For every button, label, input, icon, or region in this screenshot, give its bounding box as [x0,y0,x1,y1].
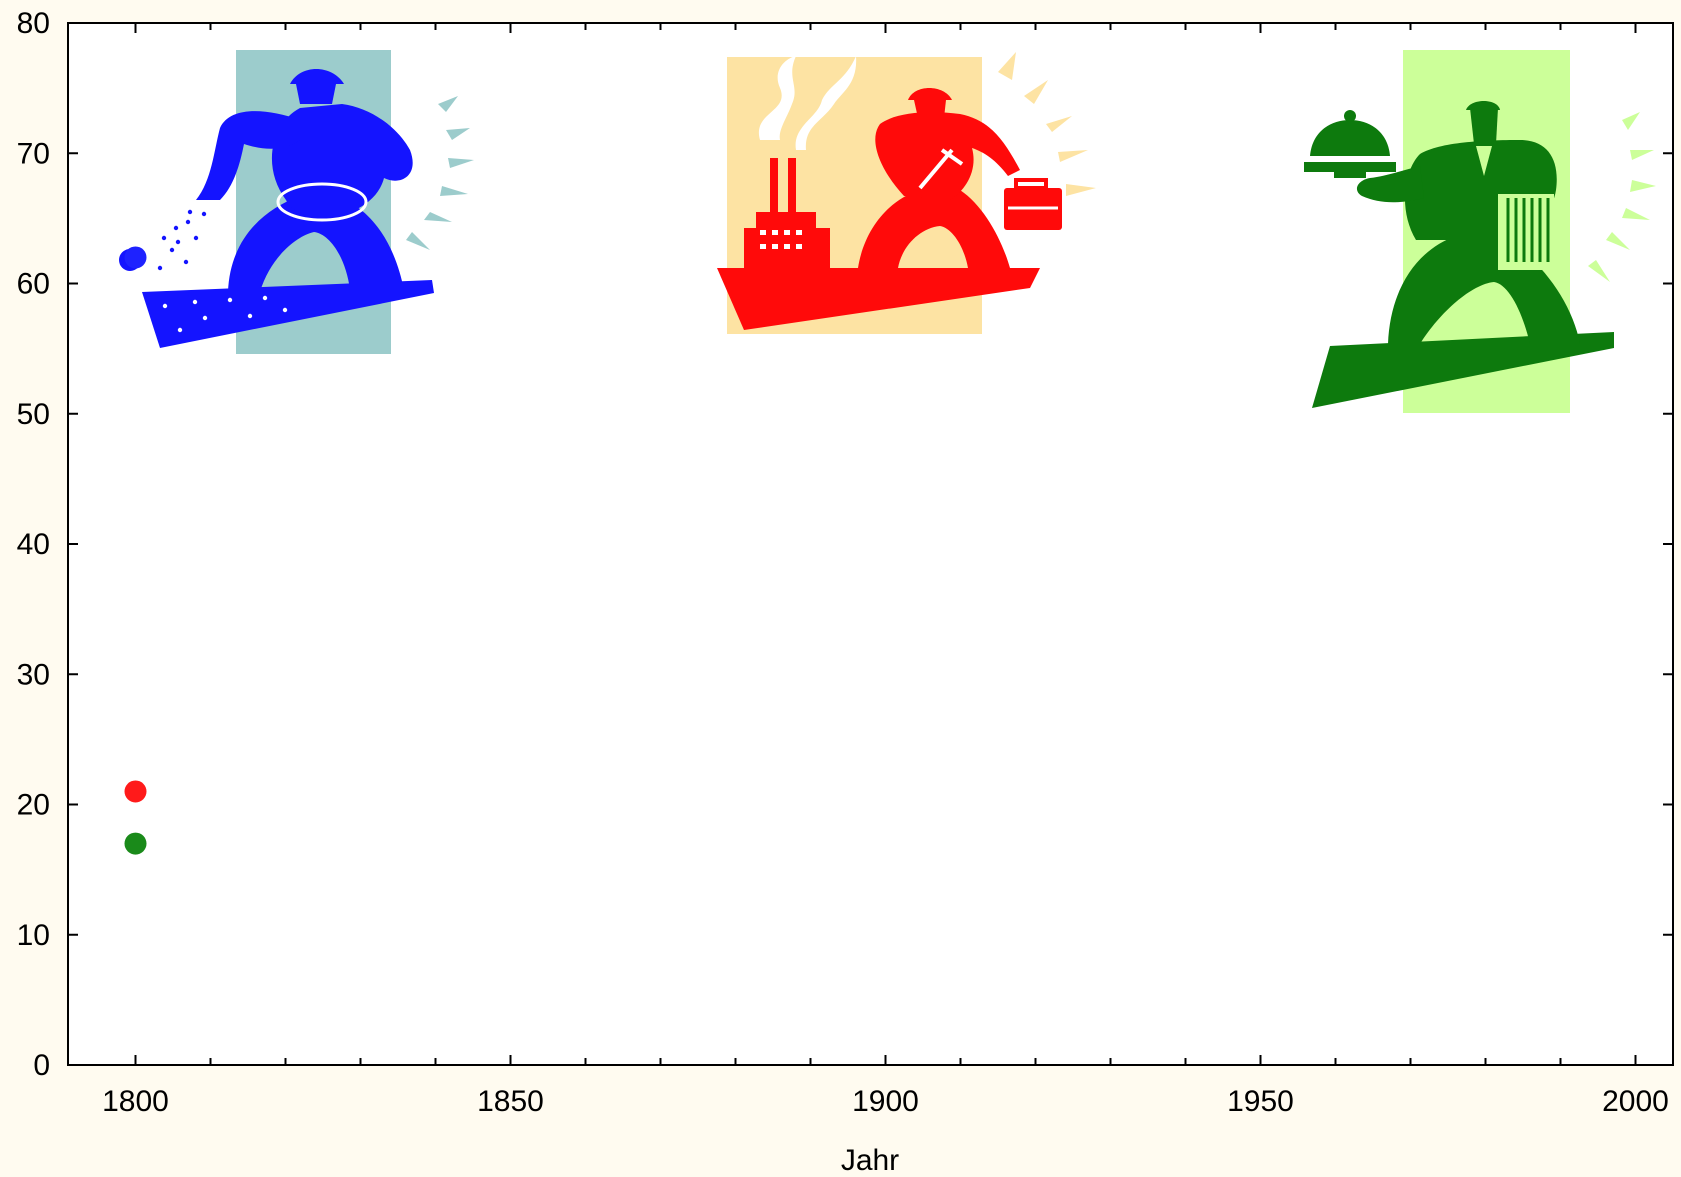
y-tick-label: 80 [17,7,50,40]
waiter-arm [1356,166,1424,203]
industry-worker-cap [908,88,952,100]
data-point [124,832,147,855]
x-axis-title: Jahr [841,1144,899,1177]
service-waiter-icon [1304,50,1656,413]
service-ground [1312,332,1614,408]
farmer-hat [290,69,344,84]
y-tick-label: 20 [17,789,50,822]
cloche-icon [1310,120,1390,156]
farmer-seed-spray [157,209,207,271]
x-tick-label: 1800 [102,1085,169,1118]
industry-ground [717,268,1040,330]
y-tick-label: 50 [17,398,50,431]
x-tick-label: 1950 [1227,1085,1294,1118]
waiter-head [1470,108,1498,144]
industry-worker-head [914,100,946,118]
y-tick-label: 10 [17,919,50,952]
x-tick-label: 1850 [477,1085,544,1118]
farmer-head [296,84,336,104]
y-tick-label: 70 [17,137,50,170]
farmer-ground [142,280,434,348]
farmer-body [271,104,413,218]
y-tick-label: 40 [17,528,50,561]
industry-sun-rays [998,52,1096,196]
farmer-legs [228,196,404,292]
hammer-icon [918,148,964,190]
service-sun-rays [1588,112,1656,282]
waiter-collar [1476,146,1492,176]
y-tick-label: 0 [33,1049,50,1082]
farmer-sowing-icon [119,50,474,354]
factory-smoke-right [795,56,857,150]
serving-tray [1304,162,1396,172]
data-point [124,246,147,269]
waiter-apron-stripes [1506,198,1550,262]
waiter-apron [1498,194,1554,270]
industry-worker-legs [858,190,1010,268]
factory-windows [760,230,802,249]
data-points [124,246,147,855]
axes: 0 10 20 30 40 50 60 70 80 1800 1850 1900 1950 2000 [17,7,1673,1118]
factory-icon [744,158,830,268]
x-tick-label: 2000 [1602,1085,1669,1118]
x-tick-label: 1900 [852,1085,919,1118]
y-tick-label: 60 [17,268,50,301]
farmer-arm [196,111,300,200]
data-point [124,780,147,803]
farmer-ground-dots [162,295,288,333]
farmer-sun-rays [406,96,474,250]
factory-smoke-left [758,56,796,140]
y-tick-label: 30 [17,658,50,691]
farmer-seed-bag [276,182,368,222]
industrial-worker-icon [717,52,1096,334]
waiter-hair [1466,101,1500,110]
